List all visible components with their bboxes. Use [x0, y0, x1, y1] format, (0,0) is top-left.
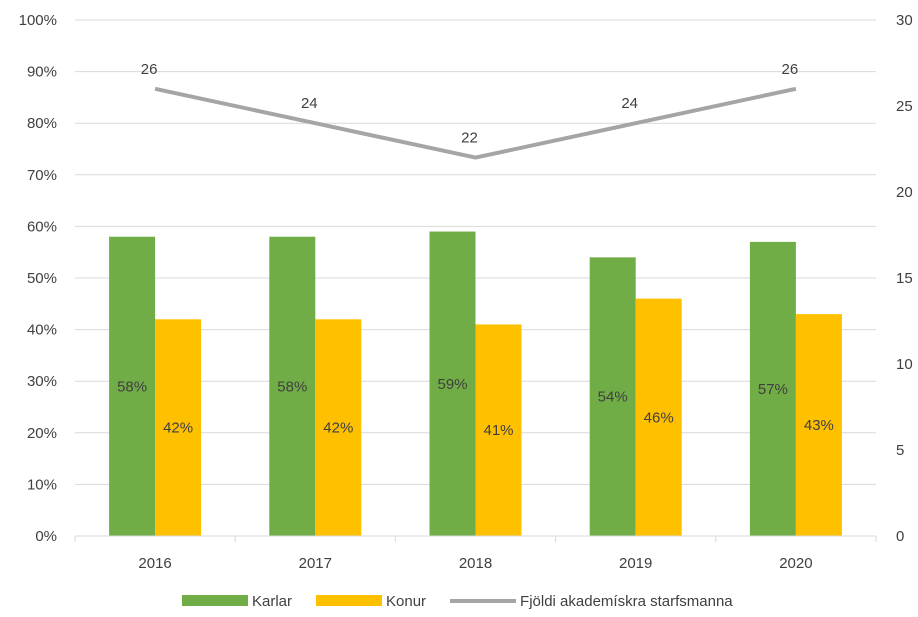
x-tick-label: 2016 — [138, 555, 171, 572]
legend-swatch — [182, 595, 248, 606]
bar-konur — [635, 298, 682, 536]
bar-data-label: 41% — [483, 422, 513, 439]
bar-data-label: 57% — [758, 381, 788, 398]
y-left-tick-label: 0% — [35, 528, 57, 545]
legend-swatch — [316, 595, 383, 606]
y-right-tick-label: 20 — [896, 184, 913, 201]
line-data-label: 24 — [301, 95, 318, 112]
bar-data-label: 54% — [598, 389, 628, 406]
y-right-tick-label: 15 — [896, 270, 913, 287]
bar-data-label: 58% — [277, 378, 307, 395]
bar-karlar — [269, 236, 316, 536]
y-left-tick-label: 10% — [27, 476, 57, 493]
bar-konur — [155, 319, 202, 536]
y-left-tick-label: 60% — [27, 218, 57, 235]
legend-label: Konur — [386, 593, 426, 610]
bar-data-label: 42% — [323, 420, 353, 437]
line-data-label: 24 — [621, 95, 638, 112]
axes: 0% 10% 20% 30% 40% 50% 60% 70% 80% 90% 100% 0 5 10 15 2… — [19, 12, 913, 572]
bar-konur — [795, 314, 842, 536]
legend-label: Karlar — [252, 593, 292, 610]
bar-data-label: 59% — [437, 376, 467, 393]
y-right-tick-label: 10 — [896, 356, 913, 373]
y-right-tick-label: 30 — [896, 12, 913, 29]
bar-karlar — [589, 257, 636, 536]
line-data-label: 26 — [141, 61, 158, 78]
y-left-tick-label: 40% — [27, 322, 57, 339]
bar-data-label: 46% — [644, 409, 674, 426]
x-tick-label: 2019 — [619, 555, 652, 572]
y-right-tick-label: 25 — [896, 98, 913, 115]
y-left-tick-label: 90% — [27, 64, 57, 81]
x-tick-label: 2018 — [459, 555, 492, 572]
y-left-tick-label: 20% — [27, 425, 57, 442]
bar-data-label: 43% — [804, 417, 834, 434]
y-left-tick-label: 30% — [27, 373, 57, 390]
bars — [109, 231, 842, 536]
bar-konur — [315, 319, 362, 536]
bar-data-label: 42% — [163, 420, 193, 437]
legend-label: Fjöldi akademískra starfsmanna — [520, 593, 733, 610]
bar-karlar — [109, 236, 156, 536]
x-tick-label: 2017 — [299, 555, 332, 572]
y-left-tick-label: 80% — [27, 115, 57, 132]
legend: Karlar Konur Fjöldi akademískra starfsmann… — [182, 593, 733, 610]
data-labels: 58% 58% 59% 54% 57% 42% 42% 41% 46% 43% 26 24 22 24 26 — [117, 61, 834, 439]
line-data-label: 22 — [461, 130, 478, 147]
y-right-tick-label: 5 — [896, 442, 904, 459]
line-data-label: 26 — [782, 61, 799, 78]
line-series — [154, 86, 797, 160]
y-right-tick-label: 0 — [896, 528, 904, 545]
x-tick-label: 2020 — [779, 555, 812, 572]
line-series-path — [154, 86, 797, 160]
bar-konur — [475, 324, 522, 536]
y-left-tick-label: 50% — [27, 270, 57, 287]
y-left-tick-label: 100% — [19, 12, 57, 29]
y-left-tick-label: 70% — [27, 167, 57, 184]
bar-karlar — [429, 231, 476, 536]
bar-data-label: 58% — [117, 378, 147, 395]
bar-karlar — [749, 241, 796, 536]
